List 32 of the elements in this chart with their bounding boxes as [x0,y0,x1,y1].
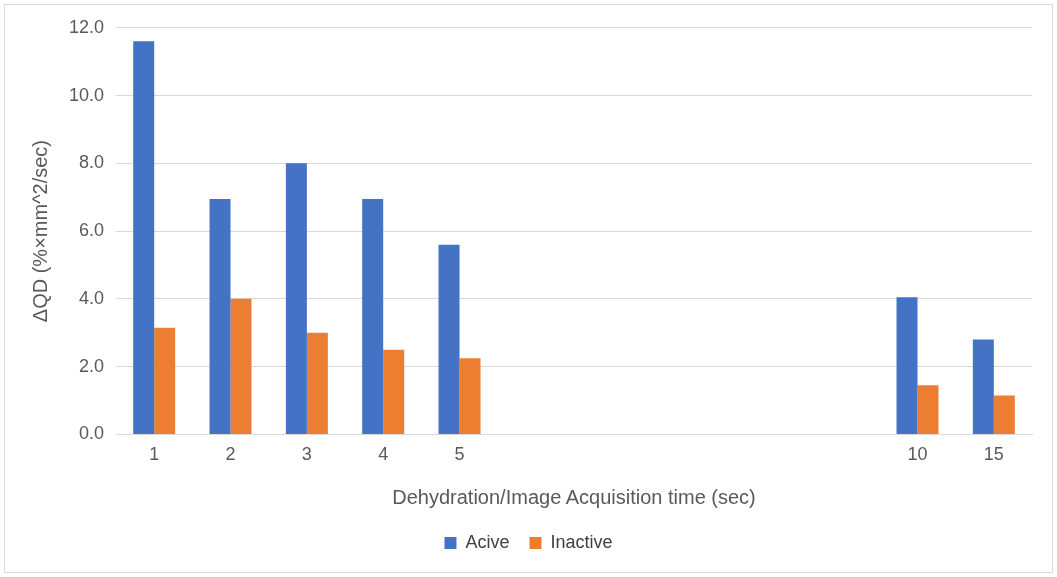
y-tick-label: 10.0 [68,84,105,105]
bar [154,327,176,434]
bar [306,332,328,434]
bar [896,297,918,434]
bar [133,41,155,434]
bar [917,385,939,434]
y-tick-label: 6.0 [79,220,105,241]
bar [993,395,1015,434]
bar [438,244,460,434]
y-tick-label: 12.0 [68,16,105,37]
bar [362,198,384,434]
bar [972,339,994,434]
bar [285,163,307,434]
y-axis-title: ΔQD (%×mm^2/sec) [28,139,51,323]
y-tick-label: 8.0 [79,152,105,173]
bar [230,298,252,434]
x-tick-label: 2 [225,444,236,465]
legend-label: Acive [465,531,510,552]
legend-label: Inactive [550,531,613,552]
y-tick-label: 4.0 [79,287,105,308]
x-tick-label: 5 [454,444,465,465]
bar [209,198,231,434]
bar [383,349,405,434]
x-tick-label: 1 [149,444,160,465]
x-tick-label: 15 [983,444,1004,465]
x-tick-label: 10 [907,444,928,465]
x-tick-label: 4 [378,444,389,465]
y-tick-label: 0.0 [79,423,105,444]
x-tick-label: 3 [301,444,312,465]
bar [459,358,481,434]
x-axis-title: Dehydration/Image Acquisition time (sec) [392,485,756,508]
y-tick-label: 2.0 [79,355,105,376]
